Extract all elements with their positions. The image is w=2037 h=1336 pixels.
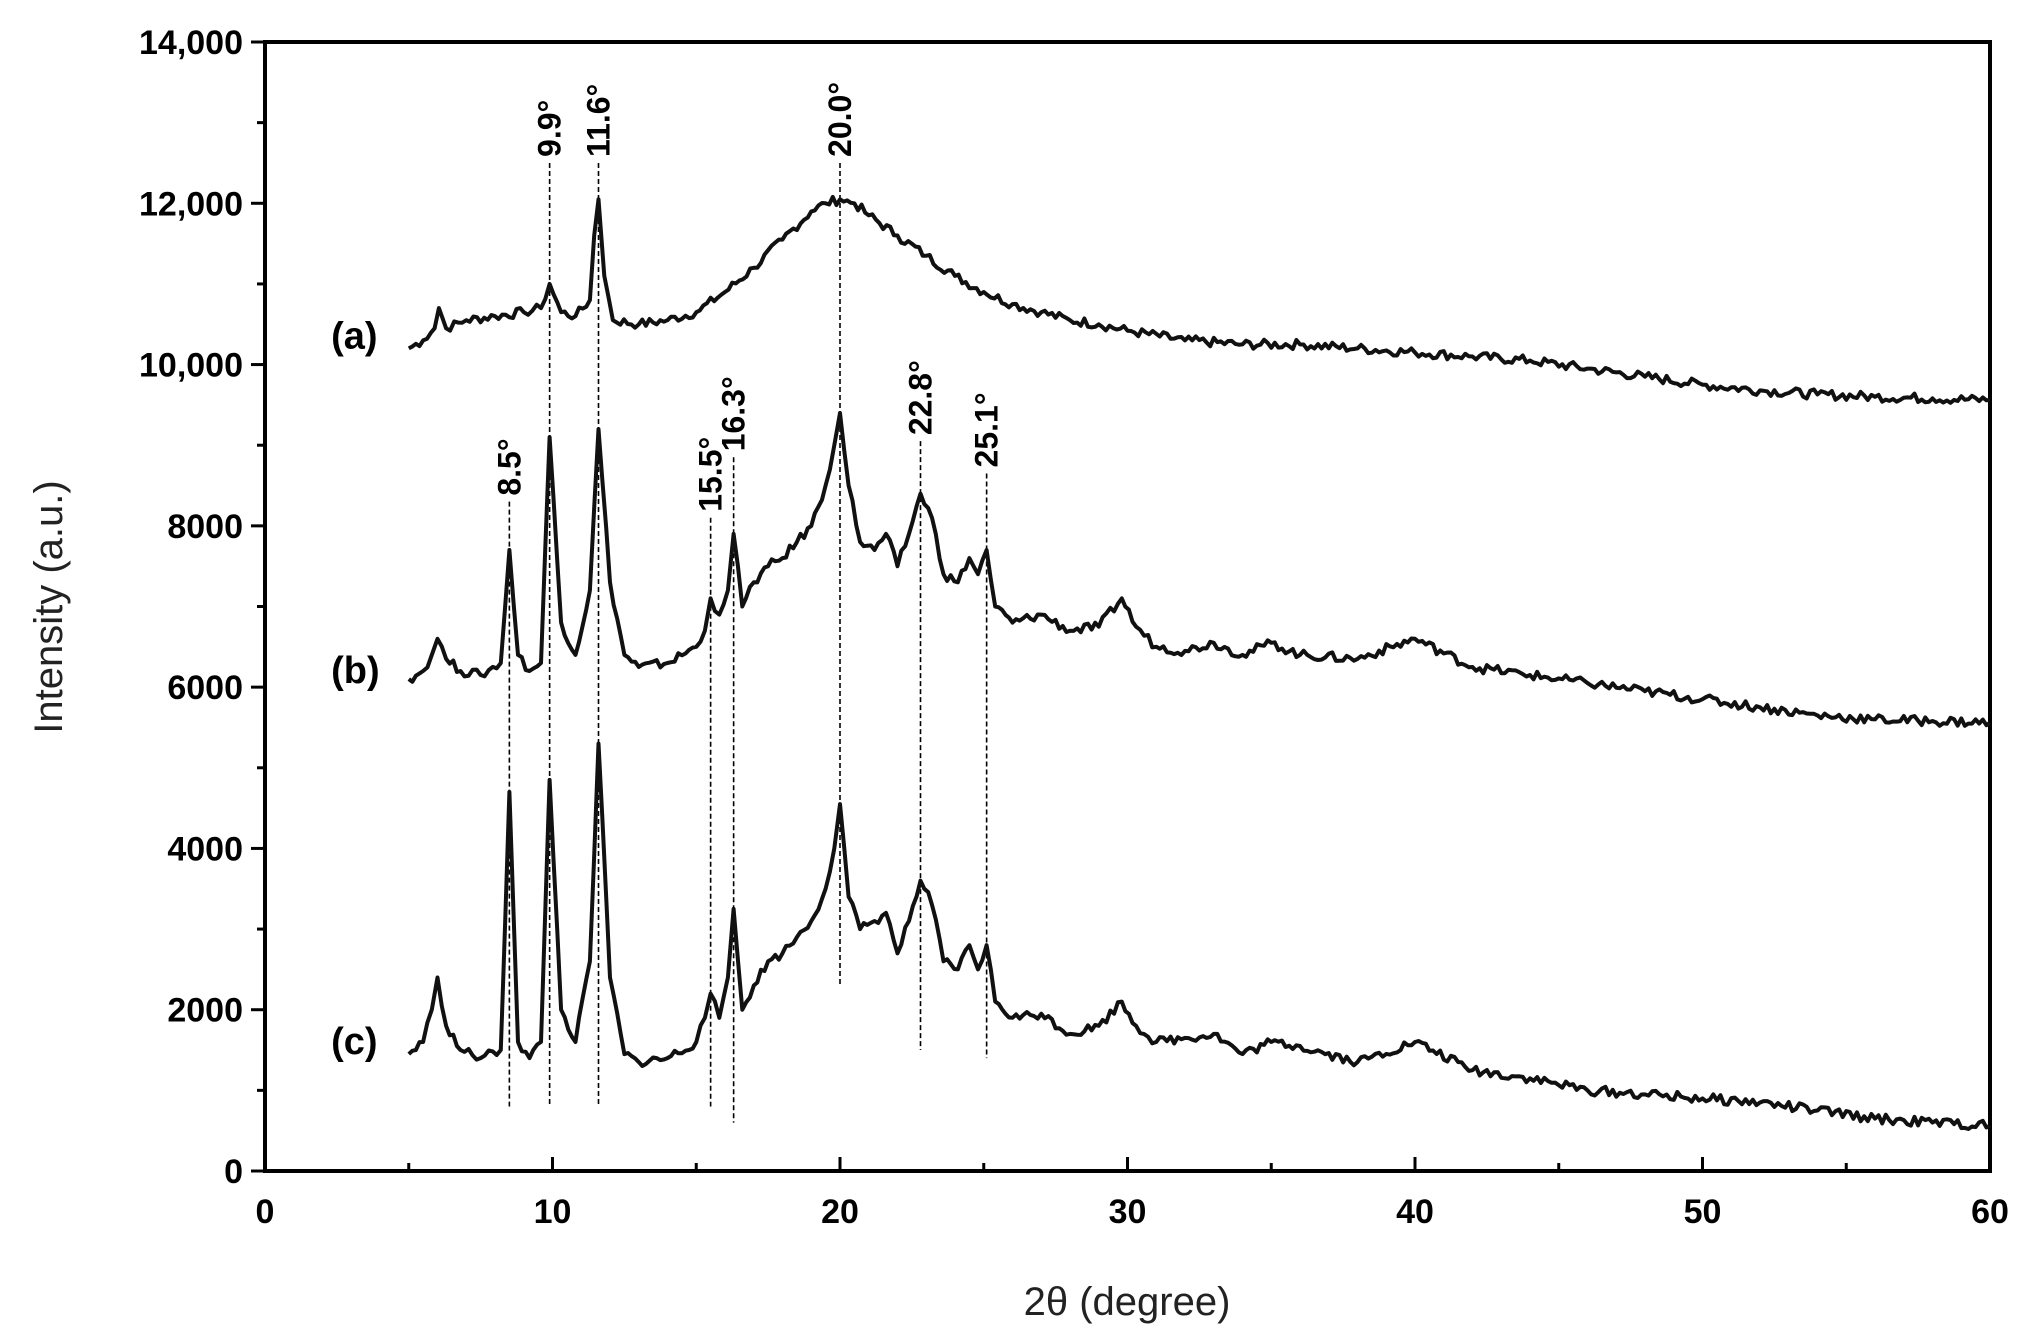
series-label-2: (c) [331,1021,377,1063]
x-tick-label-30: 30 [1109,1193,1147,1231]
x-tick-label-0: 0 [256,1193,275,1231]
peak-label-11.6: 11.6° [581,84,617,157]
y-tick-label-4000: 4000 [167,830,243,868]
peak-label-25.1: 25.1° [969,392,1005,467]
series-labels: (a) (b) (c) [331,315,380,1063]
y-axis-title: Intensity (a.u.) [27,480,71,733]
series-label-0: (a) [331,315,377,357]
x-tick-label-60: 60 [1971,1193,2009,1231]
series-lines [407,194,1992,1131]
y-tick-label-14000: 14,000 [139,24,243,62]
x-axis-title: 2θ (degree) [1024,1280,1231,1324]
axis-ticks: 0 10 20 30 40 50 60 0 2000 4000 6000 8000 10,000 12,0… [139,24,2009,1231]
y-tick-label-2000: 2000 [167,992,243,1030]
x-tick-label-50: 50 [1684,1193,1722,1231]
series-line-2 [407,741,1991,1131]
peak-label-15.5: 15.5° [693,437,729,512]
series-line-0 [407,194,1991,405]
series-line-1 [407,411,1992,728]
series-label-1: (b) [331,650,380,692]
peak-label-22.8: 22.8° [903,360,939,435]
peak-annotations: 8.5° 9.9° 11.6° 15.5°16.3° 20.0° 22.8° 25.1° [491,82,1005,1123]
x-tick-label-20: 20 [821,1193,859,1231]
y-tick-label-8000: 8000 [167,508,243,546]
peak-label-20: 20.0° [822,82,858,157]
x-tick-label-10: 10 [534,1193,572,1231]
peak-label-16.3: 16.3° [716,376,752,451]
y-tick-label-10000: 10,000 [139,347,243,385]
y-tick-label-12000: 12,000 [139,185,243,223]
y-tick-label-6000: 6000 [167,669,243,707]
peak-label-8.5: 8.5° [491,438,527,495]
peak-label-9.9: 9.9° [532,100,568,157]
x-tick-label-40: 40 [1396,1193,1434,1231]
y-tick-label-0: 0 [224,1153,243,1191]
